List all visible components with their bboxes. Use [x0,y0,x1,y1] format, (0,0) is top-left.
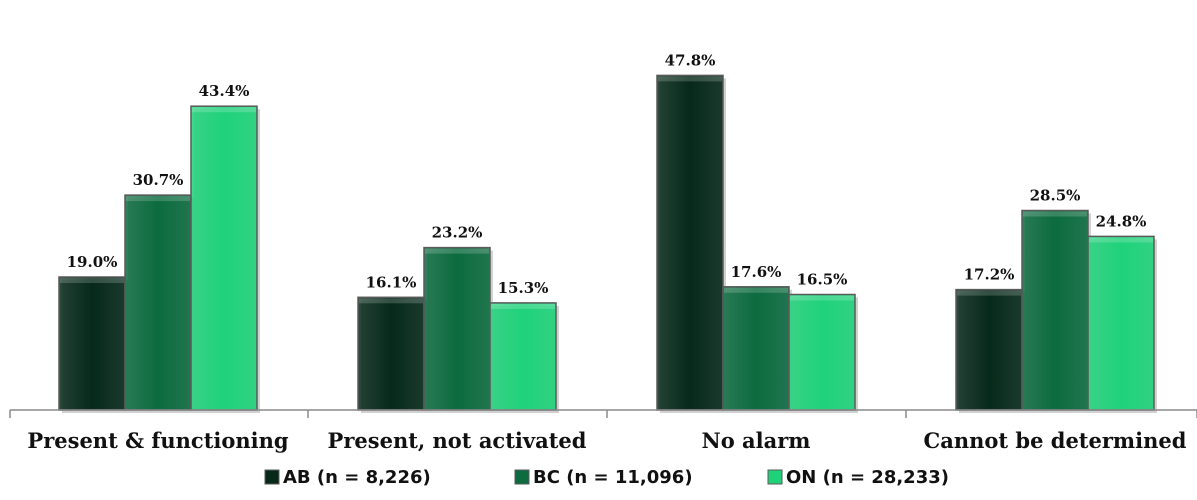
legend-swatch [514,469,530,485]
value-label: 15.3% [498,279,549,297]
value-label: 24.8% [1096,212,1147,230]
legend-entry: AB (n = 8,226) [283,467,431,488]
value-label: 17.2% [964,266,1015,284]
bar-bevel [724,287,788,293]
bar-bevel [1023,211,1087,217]
value-label: 30.7% [133,171,184,189]
legend-swatch [767,469,783,485]
bar-bevel [60,278,124,283]
value-label: 19.0% [67,253,118,271]
bar-bevel [658,76,722,82]
legend-swatch [264,469,280,485]
value-labels-layer: 19.0% 30.7% 43.4% 16.1% 23.2% 15.3% 47.8% 17.6%… [67,51,1147,297]
bar-3-2 [489,302,557,411]
value-label: 17.6% [731,263,782,281]
bar-bevel [790,295,854,301]
value-label: 16.5% [797,271,848,289]
bar-1-2 [357,296,425,411]
bar-2-2 [423,246,491,411]
bar-2-4 [1021,209,1089,411]
category-label: Cannot be determined [924,428,1187,453]
bar-bevel [491,303,555,309]
bar-bevel [359,298,423,304]
bar-bevel [126,196,190,202]
bar-bevel [957,290,1021,296]
bar-bevel [425,248,489,254]
bar-3-1 [190,105,258,411]
category-label: Present & functioning [27,428,289,453]
bar-2-1 [124,194,192,411]
value-label: 16.1% [366,273,417,291]
bar-1-1 [58,276,126,411]
x-axis: Present & functioning Present, not activa… [9,409,1197,453]
value-label: 43.4% [199,82,250,100]
legend-entry: BC (n = 11,096) [533,467,693,488]
legend-entry: ON (n = 28,233) [786,467,949,488]
category-label: Present, not activated [328,428,587,453]
bar-2-3 [722,286,790,411]
category-label: No alarm [702,428,811,453]
value-label: 28.5% [1030,187,1081,205]
bar-bevel [192,107,256,113]
value-label: 23.2% [432,224,483,242]
bar-3-3 [788,293,856,411]
bar-1-4 [955,288,1023,411]
bar-3-4 [1087,235,1155,411]
bars-layer [58,74,1157,414]
legend: AB (n = 8,226) BC (n = 11,096) ON (n = 28,… [264,467,949,488]
bar-1-3 [656,74,724,411]
bar-bevel [1089,237,1153,243]
value-label: 47.8% [665,51,716,69]
